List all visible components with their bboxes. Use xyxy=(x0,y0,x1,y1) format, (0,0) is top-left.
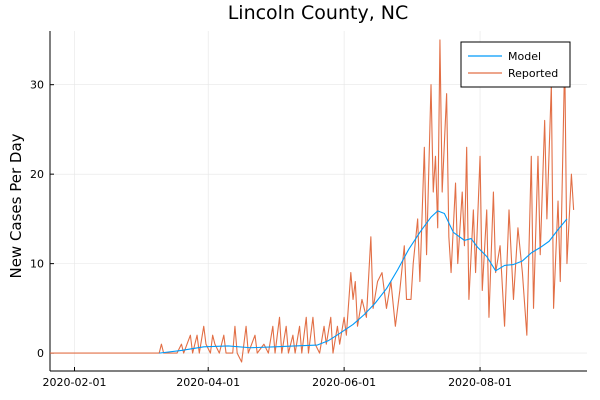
series-line-reported xyxy=(50,39,575,363)
legend-label-model: Model xyxy=(508,50,541,63)
y-tick-label: 30 xyxy=(30,79,44,92)
y-axis-label: New Cases Per Day xyxy=(7,133,25,278)
chart-title: Lincoln County, NC xyxy=(228,2,409,24)
legend: Model Reported xyxy=(460,41,571,88)
x-tick-label: 2020-02-01 xyxy=(43,376,107,389)
ticks: 2020-02-01 2020-04-01 2020-06-01 2020-08-01… xyxy=(30,79,512,389)
x-tick-label: 2020-06-01 xyxy=(312,376,376,389)
x-tick-label: 2020-04-01 xyxy=(176,376,240,389)
x-tick-label: 2020-08-01 xyxy=(448,376,512,389)
y-tick-label: 20 xyxy=(30,168,44,181)
y-tick-label: 10 xyxy=(30,258,44,271)
y-tick-label: 0 xyxy=(37,347,44,360)
series-line-model xyxy=(159,210,568,354)
axes xyxy=(49,31,587,372)
legend-box xyxy=(460,41,571,88)
series-lines xyxy=(50,39,575,363)
legend-label-reported: Reported xyxy=(508,67,558,80)
